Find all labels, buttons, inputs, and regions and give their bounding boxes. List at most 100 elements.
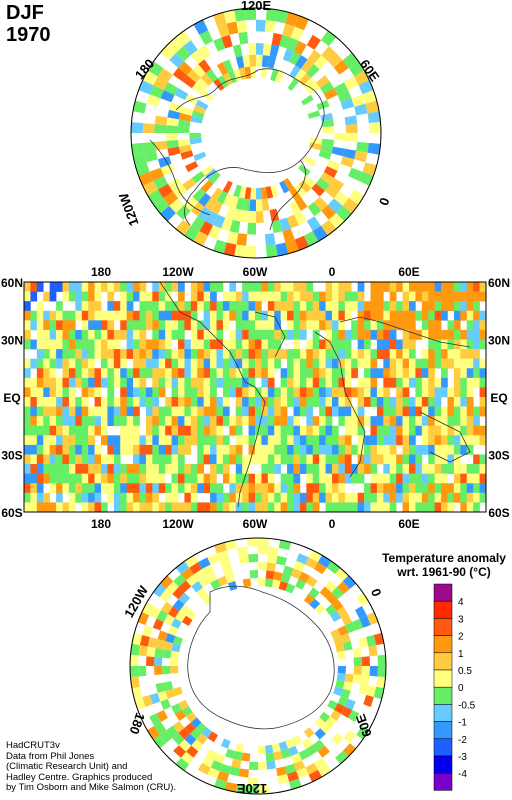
world-cell [94,349,102,359]
north-polar-cell [180,150,194,160]
world-cell [184,339,192,350]
world-cell [81,387,89,398]
world-cell [428,502,435,513]
world-cell [235,377,243,388]
world-cell [158,310,166,321]
world-cell [376,291,384,302]
north-polar-cell [177,138,191,147]
world-cell [370,416,378,427]
world-cell [396,397,403,407]
world-cell [81,435,89,446]
north-polar-cell [285,239,299,254]
north-polar-cell [160,90,175,103]
world-cell [473,435,480,446]
world-cell [203,282,211,292]
south-polar-cell [154,666,163,676]
world-cell [319,416,326,427]
north-polar-cell [221,217,233,232]
world-cell [43,377,50,388]
world-cell [351,492,358,503]
south-polar-cell [271,579,281,589]
world-cell [184,349,192,359]
world-cell [293,310,301,321]
world-cell [389,502,397,513]
world-cell [24,435,31,446]
world-cell [158,464,166,474]
world-cell [409,473,416,484]
world-cell [383,368,391,379]
world-cell [293,473,301,484]
world-cell [62,377,70,388]
world-cell [165,492,172,503]
south-polar-cell [298,749,310,761]
world-cell [56,492,63,503]
world-cell [434,464,442,474]
south-polar-cell [356,726,369,740]
world-cell [197,329,204,340]
south-polar-cell [264,578,274,588]
south-polar-cell [224,781,238,793]
world-cell [216,339,224,350]
world-map-cells [24,282,487,513]
world-cell [126,282,134,292]
world-cell [312,310,320,321]
world-cell [43,425,50,436]
world-cell [152,387,160,398]
world-cell [460,387,468,398]
world-cell [434,435,442,446]
world-cell [274,397,281,407]
world-cell [197,473,204,484]
world-cell [171,387,179,398]
north-polar-cell [294,235,309,251]
world-cell [434,310,442,321]
south-polar-cell [247,777,258,786]
world-cell [402,502,410,513]
north-polar-cell [191,110,205,119]
world-cell [222,358,230,369]
south-polar-cell [333,686,343,697]
world-cell [402,320,410,331]
world-cell [383,397,391,407]
world-cell [36,444,44,455]
world-cell [197,397,204,407]
world-cell [94,339,102,350]
north-polar-cell [316,75,330,89]
world-cell [145,397,153,407]
south-polar-cell [290,753,302,764]
world-cell [229,368,237,379]
world-cell [319,377,326,388]
north-polar-cell [180,106,194,116]
world-cell [184,425,192,436]
world-cell [248,301,256,312]
world-cell [370,387,378,398]
world-cell [113,406,121,417]
world-cell [165,444,172,455]
world-cell [383,425,391,436]
world-cell [190,416,198,427]
world-cell [293,377,301,388]
world-cell [62,444,70,455]
world-cell [165,377,172,388]
world-cell [242,358,249,369]
world-cell [479,282,487,292]
world-cell [81,483,89,494]
south-polar-cell [159,575,174,589]
world-cell [287,492,294,503]
world-cell [145,387,153,398]
world-cell [261,464,269,474]
world-cell [312,483,320,494]
world-cell [222,416,230,427]
world-cell [447,435,455,446]
world-cell [210,349,217,359]
legend-swatch [433,635,453,654]
north-polar-cell [157,67,173,83]
world-cell [364,416,371,427]
world-cell [216,492,224,503]
world-cell [460,329,468,340]
south-polar-cell [337,625,349,636]
world-cell [101,320,108,331]
south-polar-cell [163,641,173,651]
world-cell [389,368,397,379]
world-cell [312,416,320,427]
world-cell [222,454,230,465]
